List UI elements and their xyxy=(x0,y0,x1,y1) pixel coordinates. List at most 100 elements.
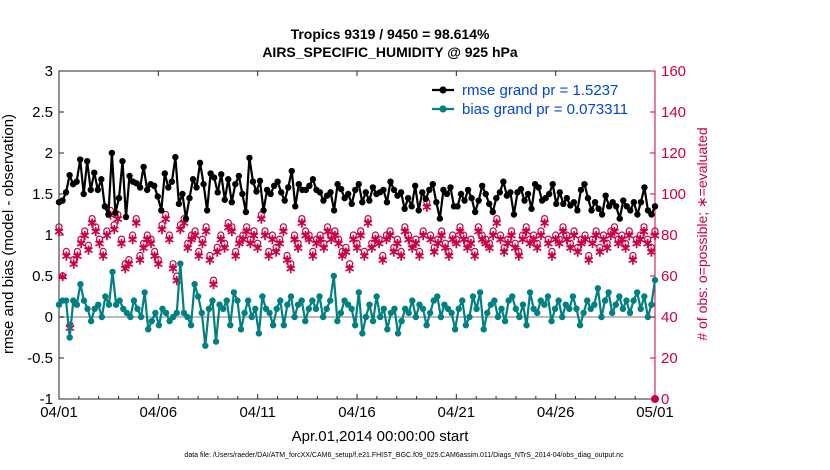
obs-evaluated-marker: ∗ xyxy=(458,231,470,247)
series-point-1 xyxy=(330,272,338,280)
obs-evaluated-marker: ∗ xyxy=(79,227,91,243)
series-point-0 xyxy=(218,171,225,178)
series-point-1 xyxy=(616,293,623,300)
obs-evaluated-marker: ∗ xyxy=(226,223,238,239)
series-point-0 xyxy=(581,180,588,188)
series-point-1 xyxy=(284,301,291,308)
obs-evaluated-marker: ∗ xyxy=(127,231,139,247)
obs-possible-marker xyxy=(614,235,622,243)
series-point-1 xyxy=(376,313,384,321)
series-point-0 xyxy=(179,190,186,198)
series-point-1 xyxy=(555,297,562,304)
obs-possible-marker xyxy=(55,223,63,231)
obs-possible-marker xyxy=(165,231,173,239)
series-point-0 xyxy=(546,190,553,198)
obs-evaluated-marker: ∗ xyxy=(233,235,245,251)
obs-possible-marker xyxy=(360,247,368,255)
obs-evaluated-marker: ∗ xyxy=(252,239,264,255)
obs-possible-marker xyxy=(158,221,166,229)
obs-possible-marker xyxy=(493,215,501,223)
series-point-0 xyxy=(496,189,504,196)
series-point-1 xyxy=(116,297,123,304)
obs-possible-marker xyxy=(191,227,199,235)
series-point-1 xyxy=(244,297,252,304)
obs-possible-marker xyxy=(644,235,652,243)
series-point-1 xyxy=(145,326,152,333)
obs-possible-marker xyxy=(610,223,619,231)
obs-evaluated-marker: ∗ xyxy=(186,231,198,247)
obs-possible-marker xyxy=(243,223,251,231)
obs-evaluated-marker: ∗ xyxy=(425,231,437,247)
obs-evaluated-marker: ∗ xyxy=(303,231,315,247)
obs-possible-marker xyxy=(187,231,196,239)
series-point-1 xyxy=(291,313,298,321)
series-point-0 xyxy=(637,199,645,206)
series-point-0 xyxy=(249,178,257,185)
obs-possible-marker xyxy=(368,239,376,247)
series-point-0 xyxy=(80,190,87,198)
obs-possible-marker xyxy=(176,221,185,229)
obs-evaluated-marker: ∗ xyxy=(160,211,172,227)
obs-possible-marker xyxy=(533,239,541,247)
obs-evaluated-marker: ∗ xyxy=(311,235,323,251)
obs-evaluated-marker: ∗ xyxy=(60,248,72,264)
series-point-0 xyxy=(309,176,317,183)
obs-evaluated-marker: ∗ xyxy=(370,231,382,247)
series-point-1 xyxy=(266,309,273,317)
obs-possible-marker xyxy=(95,235,104,243)
series-point-1 xyxy=(162,309,170,317)
obs-evaluated-marker: ∗ xyxy=(576,235,588,251)
series-point-0 xyxy=(115,194,123,202)
series-point-1 xyxy=(601,297,609,304)
obs-possible-marker xyxy=(445,247,453,255)
series-point-1 xyxy=(248,313,255,321)
series-point-1 xyxy=(384,326,391,333)
obs-evaluated-marker: ∗ xyxy=(377,252,389,268)
obs-evaluated-marker: ∗ xyxy=(340,243,352,259)
obs-evaluated-marker: ∗ xyxy=(373,235,385,251)
series-point-1 xyxy=(394,330,402,337)
plot-area: 04/01 04/06 04/11 04/16 04/21 04/26 05/01 -1 -0.… xyxy=(27,63,686,421)
series-point-1 xyxy=(369,317,377,325)
obs-possible-marker xyxy=(305,231,313,239)
obs-possible-marker xyxy=(500,243,508,251)
series-point-0 xyxy=(560,200,567,208)
series-point-0 xyxy=(136,184,144,191)
series-point-1 xyxy=(102,293,109,300)
obs-evaluated-marker: ∗ xyxy=(388,243,400,259)
series-point-0 xyxy=(616,215,623,222)
series-point-0 xyxy=(285,184,292,191)
obs-evaluated-marker: ∗ xyxy=(609,223,621,239)
series-point-0 xyxy=(454,203,461,210)
obs-possible-marker xyxy=(603,239,611,247)
series-point-1 xyxy=(605,289,612,296)
series-point-0 xyxy=(486,200,493,208)
obs-possible-marker xyxy=(474,223,483,231)
x-tick-label: 04/06 xyxy=(140,404,178,421)
series-point-0 xyxy=(429,180,437,188)
obs-evaluated-marker: ∗ xyxy=(123,256,135,272)
series-point-1 xyxy=(130,297,138,304)
series-point-1 xyxy=(152,309,159,317)
obs-evaluated-marker: ∗ xyxy=(263,248,275,264)
obs-possible-marker xyxy=(125,256,133,264)
x-tick-label: 04/26 xyxy=(537,404,575,421)
series-point-0 xyxy=(210,174,218,181)
series-point-1 xyxy=(516,313,523,321)
series-point-1 xyxy=(437,313,445,321)
obs-possible-marker xyxy=(621,239,630,247)
obs-possible-marker xyxy=(364,215,372,223)
series-point-0 xyxy=(380,186,387,194)
series-point-1 xyxy=(380,305,387,312)
obs-possible-marker xyxy=(117,235,126,243)
obs-possible-marker xyxy=(88,215,96,223)
series-point-1 xyxy=(212,338,220,345)
series-point-0 xyxy=(648,211,655,218)
obs-possible-marker xyxy=(73,247,81,255)
y2-tick-label: 160 xyxy=(661,63,686,80)
obs-evaluated-marker: ∗ xyxy=(178,215,190,231)
obs-evaluated-marker: ∗ xyxy=(141,231,153,247)
obs-evaluated-marker: ∗ xyxy=(259,227,271,243)
series-point-1 xyxy=(323,305,330,312)
series-point-1 xyxy=(484,309,491,317)
